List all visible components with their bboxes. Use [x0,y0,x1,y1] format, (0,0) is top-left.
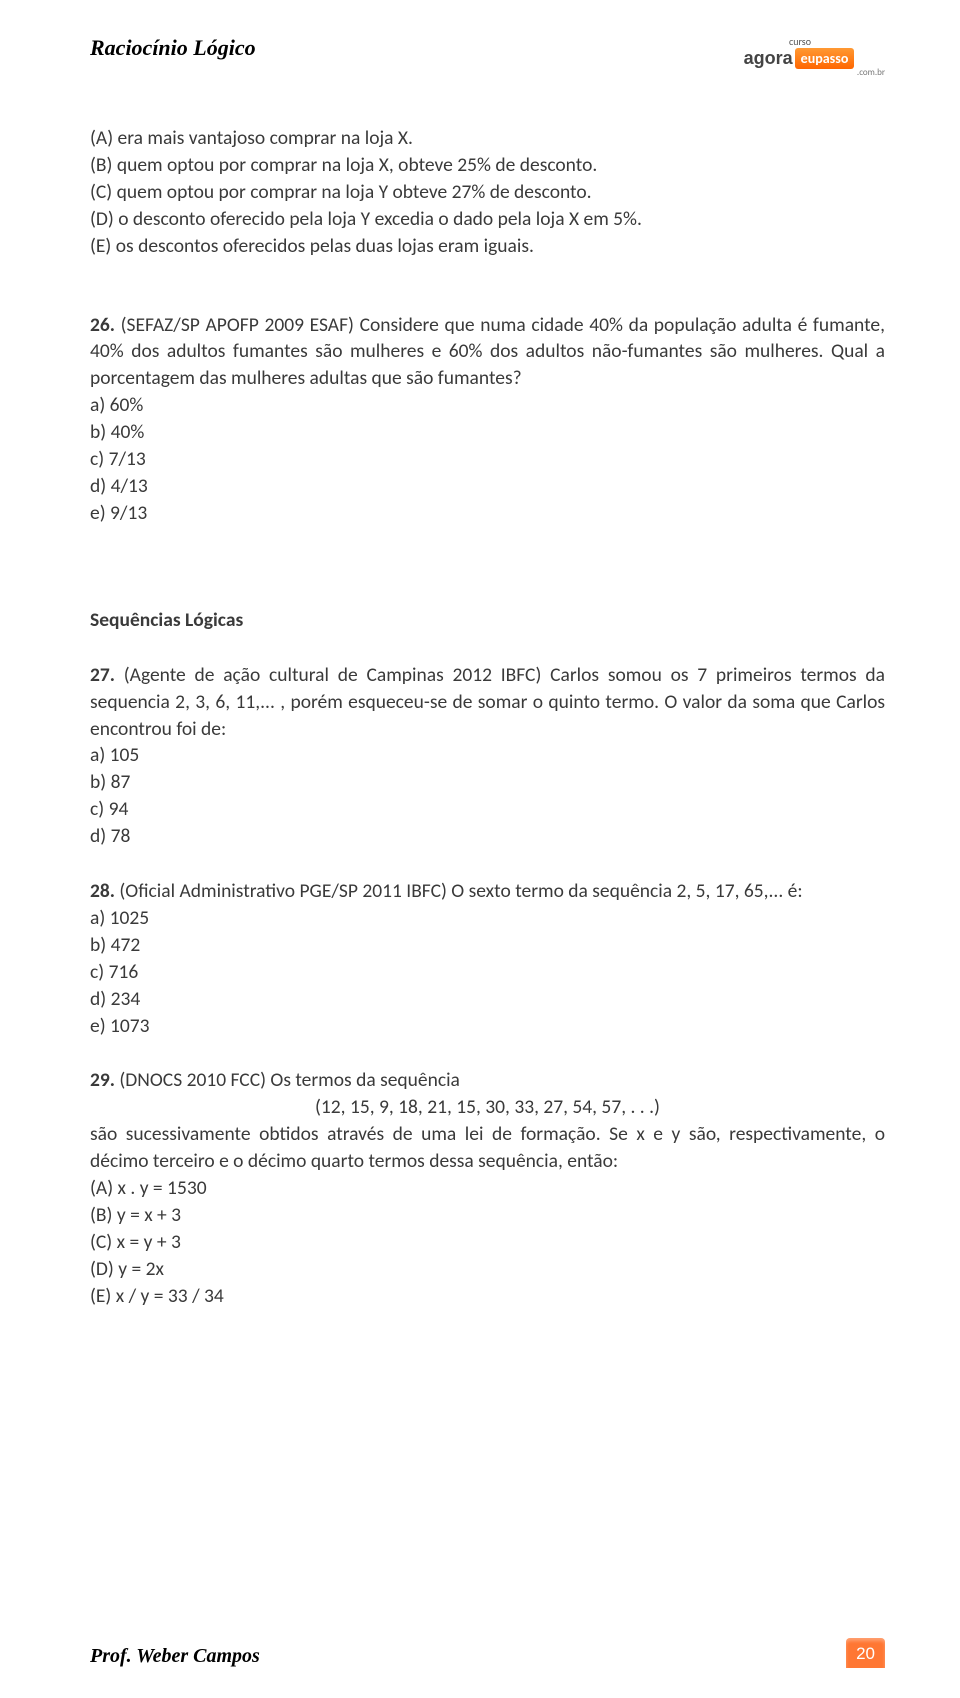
logo-badge-text: eupasso [795,48,855,69]
q27-opt-b: b) 87 [90,769,885,796]
question-27: 27. (Agente de ação cultural de Campinas… [90,662,885,850]
q28-body: 28. (Oficial Administrativo PGE/SP 2011 … [90,878,885,905]
q28-opt-d: d) 234 [90,986,885,1013]
question-26: 26. (SEFAZ/SP APOFP 2009 ESAF) Considere… [90,312,885,527]
page-content: (A) era mais vantajoso comprar na loja X… [90,125,885,1310]
q25-opt-c: (C) quem optou por comprar na loja Y obt… [90,179,885,206]
section-sequencias: Sequências Lógicas [90,607,885,634]
header-title: Raciocínio Lógico [90,35,256,61]
q26-body: 26. (SEFAZ/SP APOFP 2009 ESAF) Considere… [90,312,885,393]
logo-curso-text: curso [715,35,885,48]
question-25-options: (A) era mais vantajoso comprar na loja X… [90,125,885,260]
q25-opt-d: (D) o desconto oferecido pela loja Y exc… [90,206,885,233]
q27-opt-a: a) 105 [90,742,885,769]
q27-body: 27. (Agente de ação cultural de Campinas… [90,662,885,743]
brand-logo: curso agora eupasso .com.br [715,35,885,75]
q26-opt-d: d) 4/13 [90,473,885,500]
q26-num: 26. [90,313,115,337]
q25-opt-a: (A) era mais vantajoso comprar na loja X… [90,125,885,152]
q29-text1: (DNOCS 2010 FCC) Os termos da sequência [115,1068,460,1092]
q28-opt-b: b) 472 [90,932,885,959]
q29-opt-d: (D) y = 2x [90,1256,885,1283]
q28-opt-a: a) 1025 [90,905,885,932]
q27-text: (Agente de ação cultural de Campinas 201… [90,663,885,741]
q26-opt-e: e) 9/13 [90,500,885,527]
question-29: 29. (DNOCS 2010 FCC) Os termos da sequên… [90,1067,885,1309]
q26-opt-b: b) 40% [90,419,885,446]
page-header: Raciocínio Lógico curso agora eupasso .c… [90,35,885,75]
page-number-badge: 20 [846,1638,885,1668]
q28-num: 28. [90,879,115,903]
q27-opt-c: c) 94 [90,796,885,823]
q29-line1: 29. (DNOCS 2010 FCC) Os termos da sequên… [90,1067,885,1094]
q29-text2: são sucessivamente obtidos através de um… [90,1121,885,1175]
q29-num: 29. [90,1068,115,1092]
q26-opt-c: c) 7/13 [90,446,885,473]
q28-opt-c: c) 716 [90,959,885,986]
q29-opt-c: (C) x = y + 3 [90,1229,885,1256]
q28-text: (Oficial Administrativo PGE/SP 2011 IBFC… [115,879,803,903]
q28-opt-e: e) 1073 [90,1013,885,1040]
q26-opt-a: a) 60% [90,392,885,419]
question-28: 28. (Oficial Administrativo PGE/SP 2011 … [90,878,885,1039]
q29-opt-e: (E) x / y = 33 / 34 [90,1283,885,1310]
page-footer: Prof. Weber Campos 20 [90,1638,885,1668]
q27-num: 27. [90,663,115,687]
q27-opt-d: d) 78 [90,823,885,850]
q29-opt-a: (A) x . y = 1530 [90,1175,885,1202]
q29-opt-b: (B) y = x + 3 [90,1202,885,1229]
q25-opt-b: (B) quem optou por comprar na loja X, ob… [90,152,885,179]
q26-text: (SEFAZ/SP APOFP 2009 ESAF) Considere que… [90,313,885,391]
q25-opt-e: (E) os descontos oferecidos pelas duas l… [90,233,885,260]
footer-author: Prof. Weber Campos [90,1645,260,1668]
logo-agora-text: agora [744,48,793,69]
q29-sequence: (12, 15, 9, 18, 21, 15, 30, 33, 27, 54, … [90,1094,885,1121]
logo-main: agora eupasso [715,48,885,69]
